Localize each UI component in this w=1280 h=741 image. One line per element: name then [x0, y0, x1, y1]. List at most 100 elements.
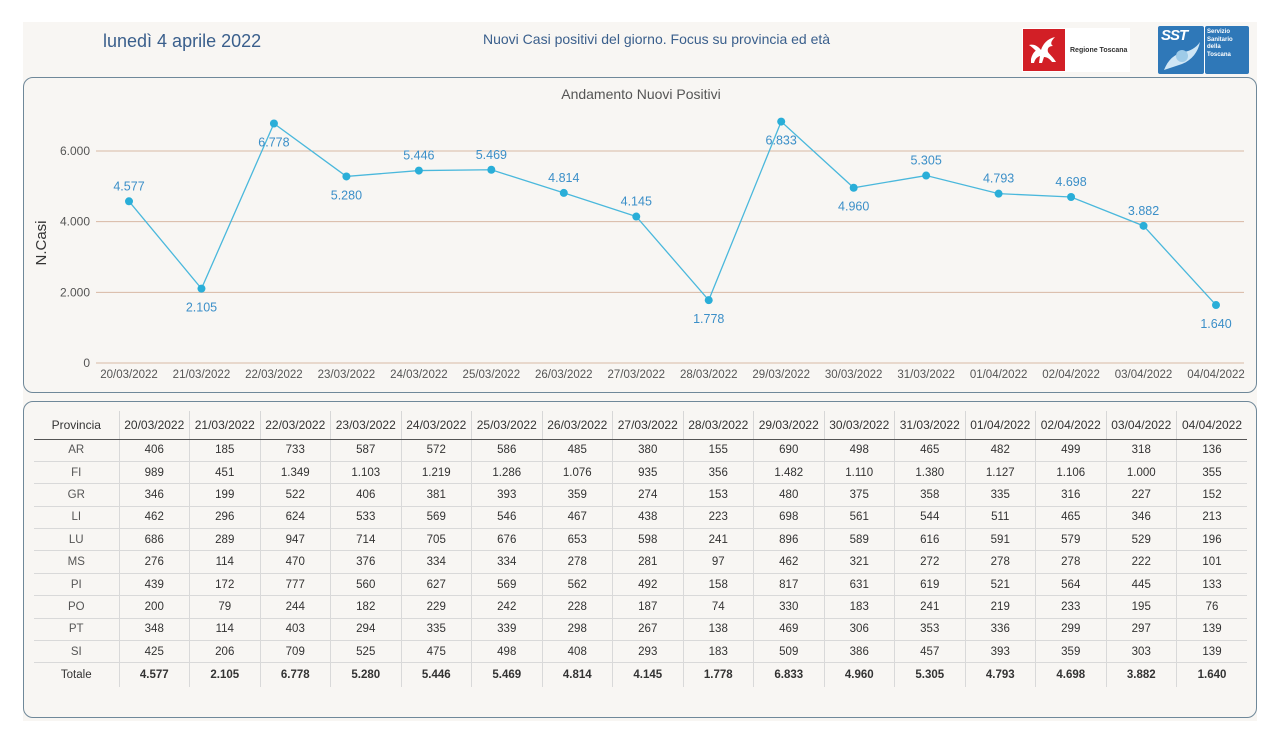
table-cell: 498: [823, 439, 895, 462]
province-name-cell: PO: [34, 595, 119, 619]
table-cell: 223: [682, 506, 754, 530]
table-cell: 233: [1035, 595, 1106, 619]
table-cell: 498: [471, 640, 542, 664]
sst-text: Servizio Sanitario della Toscana: [1205, 26, 1249, 74]
table-cell: 281: [612, 550, 683, 574]
table-cell: 393: [471, 483, 542, 507]
table-cell: 529: [1105, 528, 1177, 552]
y-tick-label: 0: [83, 356, 90, 370]
table-cell: 451: [189, 461, 260, 485]
data-point: [414, 166, 423, 175]
data-label: 4.698: [1055, 175, 1086, 189]
table-row: LU 686 289 947 714 705 676 653 598 241 896 589 616 59…: [34, 528, 1247, 552]
sst-line-1: Servizio: [1207, 29, 1231, 35]
table-cell: 336: [964, 618, 1036, 642]
x-tick-label: 29/03/2022: [752, 369, 810, 381]
table-cell: 356: [682, 461, 754, 485]
table-cell: 533: [330, 506, 401, 530]
table-cell: 355: [1176, 461, 1247, 485]
table-cell: 353: [894, 618, 965, 642]
table-cell: 705: [400, 528, 472, 552]
table-cell: 467: [541, 506, 613, 530]
total-cell: 5.305: [894, 662, 965, 687]
table-cell: 97: [682, 550, 754, 574]
x-tick-label: 01/04/2022: [970, 369, 1028, 381]
table-cell: 289: [189, 528, 260, 552]
table-row: PO 200 79 244 182 229 242 228 187 74 330 183 241 219 2…: [34, 595, 1247, 619]
total-cell: 1.640: [1176, 662, 1247, 687]
table-cell: 158: [682, 573, 754, 597]
table-cell: 294: [330, 618, 401, 642]
x-tick-label: 28/03/2022: [680, 369, 738, 381]
total-cell: 6.778: [259, 662, 331, 687]
table-cell: 1.103: [330, 461, 401, 485]
table-cell: 114: [189, 550, 260, 574]
data-label: 4.814: [548, 171, 579, 185]
table-cell: 653: [541, 528, 613, 552]
data-label: 5.280: [331, 188, 362, 202]
table-cell: 480: [753, 483, 824, 507]
table-cell: 199: [189, 483, 260, 507]
table-cell: 709: [259, 640, 331, 664]
table-row: SI 425 206 709 525 475 498 408 293 183 509 386 457 39…: [34, 640, 1247, 664]
table-cell: 569: [400, 506, 472, 530]
table-cell: 408: [541, 640, 613, 664]
table-cell: 616: [894, 528, 965, 552]
table-cell: 335: [964, 483, 1036, 507]
table-cell: 698: [753, 506, 824, 530]
regione-toscana-label: Regione Toscana: [1070, 46, 1128, 54]
total-cell: 5.446: [400, 662, 472, 687]
province-name-cell: LU: [34, 528, 119, 552]
table-cell: 182: [330, 595, 401, 619]
y-tick-label: 4.000: [60, 215, 90, 229]
total-cell: 4.577: [118, 662, 190, 687]
table-cell: 817: [753, 573, 824, 597]
column-header-date: 26/03/2022: [541, 411, 613, 440]
data-point: [1139, 221, 1148, 230]
table-cell: 185: [189, 439, 260, 462]
data-point: [994, 189, 1003, 198]
table-cell: 76: [1176, 595, 1247, 619]
column-header-date: 25/03/2022: [471, 411, 542, 440]
data-label: 5.305: [910, 154, 941, 168]
data-label: 4.577: [113, 179, 144, 193]
table-cell: 153: [682, 483, 754, 507]
table-cell: 561: [823, 506, 895, 530]
table-cell: 306: [823, 618, 895, 642]
data-point: [342, 172, 351, 181]
table-cell: 267: [612, 618, 683, 642]
table-cell: 499: [1035, 439, 1106, 462]
table-cell: 1.110: [823, 461, 895, 485]
province-name-cell: FI: [34, 461, 119, 485]
table-cell: 1.380: [894, 461, 965, 485]
table-cell: 1.219: [400, 461, 472, 485]
table-cell: 139: [1176, 618, 1247, 642]
data-point: [125, 197, 133, 206]
table-cell: 334: [400, 550, 472, 574]
column-header-date: 01/04/2022: [964, 411, 1036, 440]
data-label: 5.446: [403, 149, 434, 163]
table-cell: 509: [753, 640, 824, 664]
table-cell: 206: [189, 640, 260, 664]
table-cell: 278: [1035, 550, 1106, 574]
data-point: [487, 165, 496, 174]
table-cell: 381: [400, 483, 472, 507]
table-cell: 686: [118, 528, 190, 552]
table-cell: 227: [1105, 483, 1177, 507]
table-cell: 631: [823, 573, 895, 597]
table-cell: 425: [118, 640, 190, 664]
table-cell: 276: [118, 550, 190, 574]
table-cell: 136: [1176, 439, 1247, 462]
table-cell: 318: [1105, 439, 1177, 462]
x-tick-label: 03/04/2022: [1115, 369, 1173, 381]
x-tick-label: 25/03/2022: [463, 369, 521, 381]
table-cell: 462: [118, 506, 190, 530]
table-cell: 316: [1035, 483, 1106, 507]
data-label: 1.640: [1200, 317, 1231, 331]
table-cell: 195: [1105, 595, 1177, 619]
column-header-date: 29/03/2022: [753, 411, 824, 440]
province-name-cell: SI: [34, 640, 119, 664]
table-cell: 469: [753, 618, 824, 642]
table-cell: 619: [894, 573, 965, 597]
table-cell: 1.127: [964, 461, 1036, 485]
